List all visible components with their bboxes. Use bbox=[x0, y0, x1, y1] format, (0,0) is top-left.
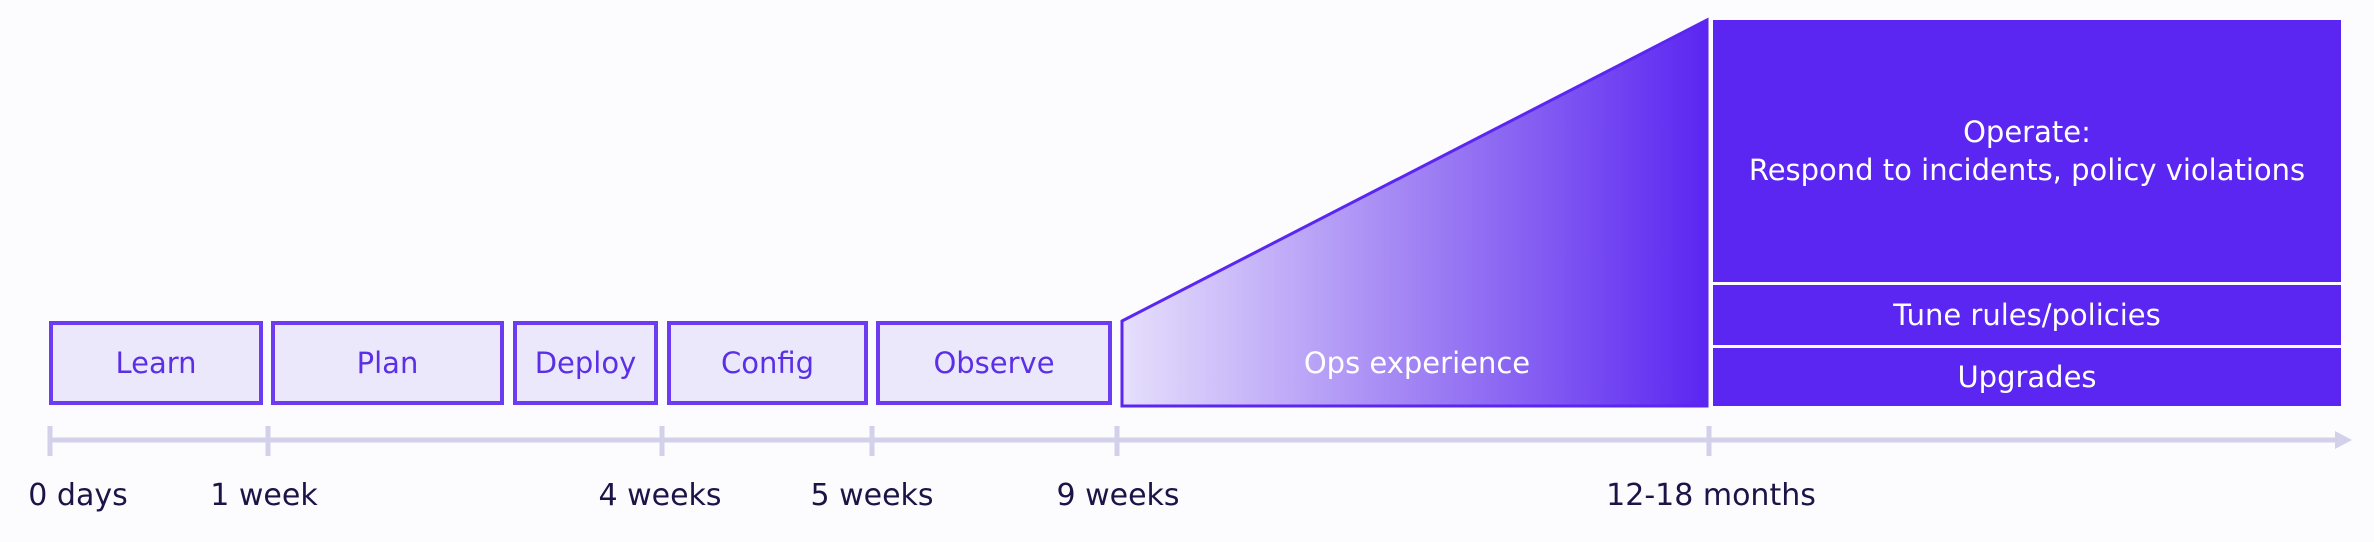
stage-learn-label: Learn bbox=[115, 346, 197, 380]
stage-observe-label: Observe bbox=[933, 346, 1055, 380]
stage-observe: Observe bbox=[876, 321, 1112, 405]
upgrades-box: Upgrades bbox=[1713, 348, 2341, 406]
stage-deploy: Deploy bbox=[513, 321, 658, 405]
tick-label-9-weeks: 9 weeks bbox=[1056, 478, 1180, 513]
stage-plan-label: Plan bbox=[356, 346, 419, 380]
stage-deploy-label: Deploy bbox=[534, 346, 637, 380]
tick-label-1-week: 1 week bbox=[210, 478, 318, 513]
stage-learn: Learn bbox=[49, 321, 263, 405]
timeline-arrowhead bbox=[2335, 431, 2352, 449]
operate-description: Respond to incidents, policy violations bbox=[1748, 153, 2306, 187]
tick-label-5-weeks: 5 weeks bbox=[810, 478, 934, 513]
upgrades-label: Upgrades bbox=[1957, 360, 2097, 394]
tune-rules-label: Tune rules/policies bbox=[1893, 298, 2161, 332]
operate-box: Operate: Respond to incidents, policy vi… bbox=[1713, 20, 2341, 282]
ops-experience-label: Ops experience bbox=[1303, 346, 1531, 380]
operate-title: Operate: bbox=[1963, 115, 2091, 149]
stage-config: Config bbox=[667, 321, 868, 405]
ops-experience-shape bbox=[1120, 17, 1709, 408]
tick-label-12-18-months: 12-18 months bbox=[1606, 478, 1816, 513]
tick-label-4-weeks: 4 weeks bbox=[598, 478, 722, 513]
stage-plan: Plan bbox=[271, 321, 504, 405]
tick-label-0-days: 0 days bbox=[28, 478, 128, 513]
stage-config-label: Config bbox=[720, 346, 815, 380]
tune-rules-box: Tune rules/policies bbox=[1713, 285, 2341, 345]
